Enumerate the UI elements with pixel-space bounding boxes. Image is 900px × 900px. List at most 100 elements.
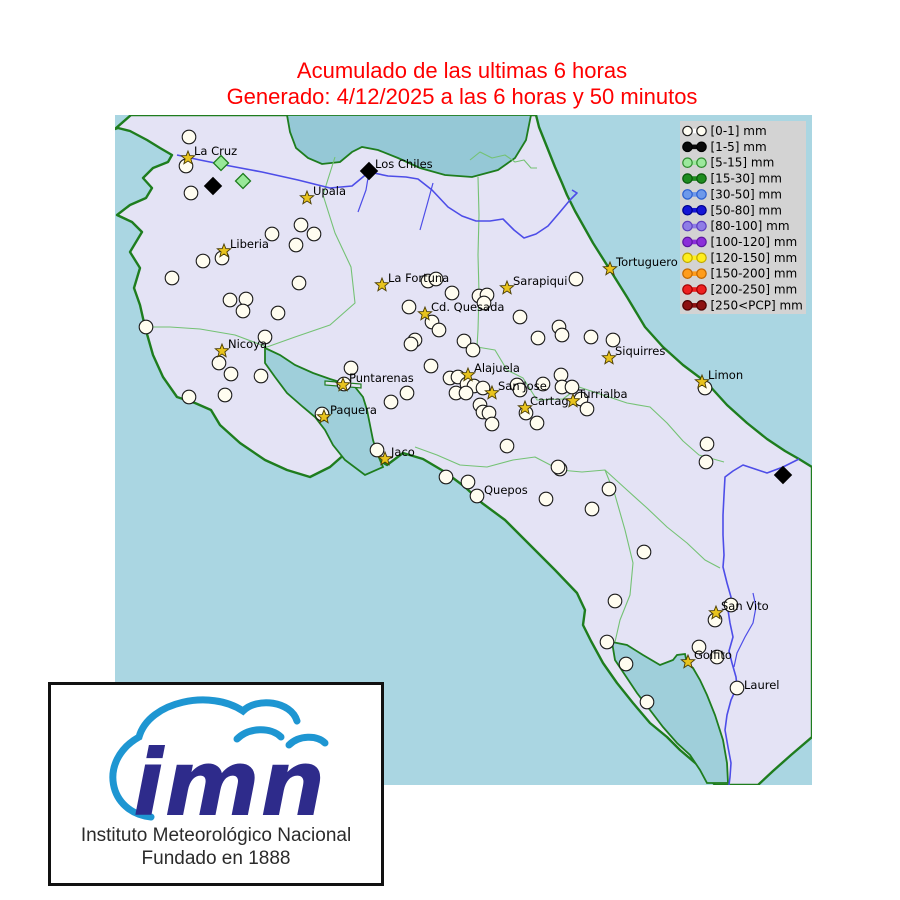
province-border-line: [476, 176, 480, 348]
station-circle-0-1mm: [403, 336, 419, 352]
city-star-icon: [417, 305, 433, 321]
station-circle-0-1mm: [605, 332, 621, 348]
city-star-icon: [216, 242, 232, 258]
legend-row: [1-5] mm: [682, 140, 767, 154]
city-star-icon: [316, 408, 332, 424]
legend-row: [150-200] mm: [682, 267, 797, 281]
city-label: San Vito: [721, 599, 769, 613]
city-label: Limon: [708, 368, 743, 382]
legend-label: [80-100] mm: [711, 219, 790, 233]
station-circle-0-1mm: [709, 649, 725, 665]
legend-dot-icon: [696, 157, 707, 168]
river-border-line: [419, 182, 434, 231]
station-diamond-1-5mm: [203, 176, 223, 196]
legend-label: [15-30] mm: [711, 172, 782, 186]
legend-label: [1-5] mm: [711, 140, 767, 154]
city-star-icon: [377, 450, 393, 466]
city-label: Liberia: [230, 237, 269, 251]
station-circle-0-1mm: [253, 368, 269, 384]
station-diamond-1-5mm: [773, 465, 793, 485]
station-circle-0-1mm: [257, 329, 273, 345]
legend-dot-icon: [696, 236, 707, 248]
city-star-icon: [694, 373, 710, 389]
city-star-icon: [484, 384, 500, 400]
city-star-icon: [180, 149, 196, 165]
legend-dot-icon: [696, 300, 707, 311]
cloud-icon: [233, 726, 285, 743]
city-label: Paquera: [330, 403, 377, 417]
city-label: Cd. Quesada: [431, 300, 504, 314]
legend-label: [200-250] mm: [711, 283, 798, 297]
cloud-icon: [109, 696, 301, 821]
city-label: Jaco: [390, 445, 415, 459]
legend-dot-icon: [682, 141, 693, 153]
station-circle-0-1mm: [270, 305, 286, 321]
legend-dot-icon: [696, 125, 707, 137]
station-circle-0-1mm: [698, 454, 714, 470]
city-star-icon: [708, 604, 724, 620]
river-border-line: [176, 154, 578, 239]
legend-dot-icon: [682, 236, 693, 248]
city-star-icon: [517, 399, 533, 415]
city-label: Upala: [313, 184, 346, 198]
station-circle-0-1mm: [579, 401, 595, 417]
city-star-icon: [680, 653, 696, 669]
legend-row: [100-120] mm: [682, 235, 798, 249]
station-circle-0-1mm: [512, 309, 528, 325]
legend-dot-icon: [682, 220, 693, 232]
station-circle-0-1mm: [535, 376, 551, 392]
city-star-icon: [499, 279, 515, 295]
station-circle-0-1mm: [530, 330, 546, 346]
logo-founded-text: Fundado en 1888: [141, 848, 291, 869]
legend-dot-icon: [682, 252, 693, 264]
station-circle-0-1mm: [291, 275, 307, 291]
rainfall-legend: [0-1] mm [1-5] mm [5-15] mm [15-30] mm[30-5…: [680, 121, 806, 314]
legend-row: [120-150] mm: [682, 251, 798, 265]
station-circle-0-1mm: [195, 253, 211, 269]
station-circle-0-1mm: [383, 394, 399, 410]
station-circle-0-1mm: [238, 291, 254, 307]
station-circle-0-1mm: [538, 491, 554, 507]
city-star-icon: [602, 260, 618, 276]
city-label: Quepos: [484, 483, 528, 497]
legend-background: [680, 121, 806, 314]
station-circle-0-1mm: [583, 329, 599, 345]
station-circle-0-1mm: [423, 358, 439, 374]
city-star-icon: [460, 366, 476, 382]
station-circle-0-1mm: [460, 474, 476, 490]
city-label: Nicoya: [228, 337, 267, 351]
province-border-line: [469, 151, 537, 169]
station-circle-0-1mm: [636, 544, 652, 560]
station-circle-0-1mm: [222, 292, 238, 308]
legend-label: [100-120] mm: [711, 235, 798, 249]
legend-dot-icon: [682, 189, 693, 200]
legend-label: [120-150] mm: [711, 251, 798, 265]
station-circle-0-1mm: [499, 438, 515, 454]
station-circle-0-1mm: [401, 299, 417, 315]
province-border-line: [145, 326, 268, 348]
station-circle-0-1mm: [399, 385, 415, 401]
station-circle-0-1mm: [235, 303, 251, 319]
station-circle-0-1mm: [618, 656, 634, 672]
map-title: Acumulado de las ultimas 6 horas Generad…: [12, 58, 900, 110]
station-diamond-5-15mm: [212, 154, 230, 172]
station-circle-0-1mm: [217, 387, 233, 403]
station-circle-0-1mm: [138, 319, 154, 335]
legend-dot-icon: [682, 204, 693, 216]
city-label: Siquirres: [615, 344, 665, 358]
legend-row: [15-30] mm: [682, 172, 782, 186]
station-circle-0-1mm: [306, 226, 322, 242]
legend-row: [0-1] mm: [682, 124, 767, 138]
station-circle-0-1mm: [264, 226, 280, 242]
city-label: Alajuela: [474, 361, 520, 375]
station-circle-0-1mm: [444, 285, 460, 301]
legend-dot-icon: [682, 300, 693, 311]
legend-label: [30-50] mm: [711, 187, 782, 201]
legend-row: [5-15] mm: [682, 156, 774, 170]
imn-logo: imn Instituto Meteorológico Nacional Fun…: [48, 682, 384, 886]
province-borders: [145, 151, 725, 643]
province-border-line: [604, 469, 634, 643]
logo-institute-name: Instituto Meteorológico Nacional: [80, 825, 352, 846]
station-circle-0-1mm: [639, 694, 655, 710]
